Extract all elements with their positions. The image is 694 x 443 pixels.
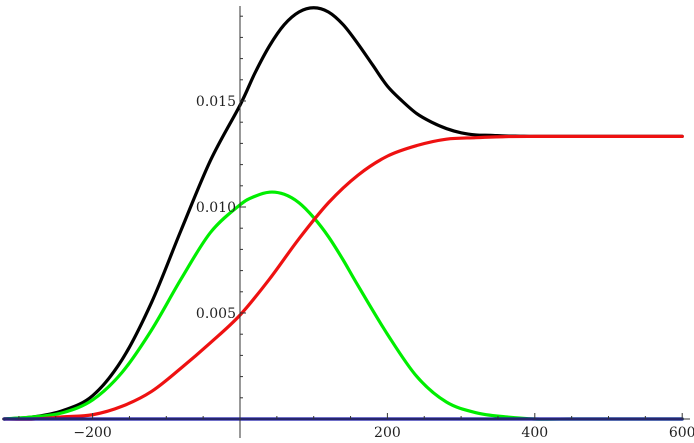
x-tick-label: −200 [73, 425, 111, 441]
x-tick-label: 400 [521, 425, 548, 441]
x-tick-label: 200 [374, 425, 401, 441]
y-tick-label: 0.005 [196, 306, 236, 322]
series-line-0 [2, 6, 684, 421]
series-line-1 [2, 190, 684, 421]
axes: −200 200 400 600 0.005 0.010 0.015 [2, 6, 694, 441]
series-layer [2, 6, 684, 421]
x-tick-label: 600 [669, 425, 694, 441]
y-tick-label: 0.010 [196, 200, 236, 216]
y-tick-label: 0.015 [196, 94, 236, 110]
series-line-2 [2, 134, 684, 421]
